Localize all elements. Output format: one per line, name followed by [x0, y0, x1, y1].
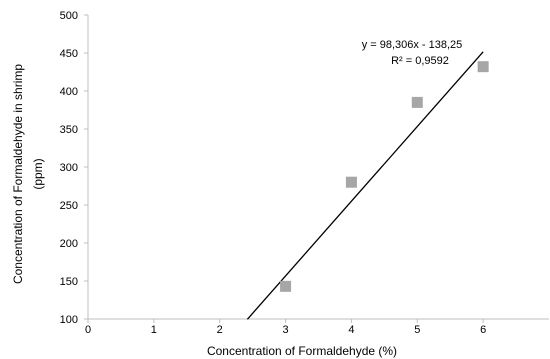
y-axis-title-line-2: (ppm): [31, 158, 45, 189]
y-tick-label: 200: [60, 238, 78, 250]
trendline-annotation: y = 98,306x - 138,25 R² = 0,9592: [362, 39, 463, 67]
y-axis-title-line-1: Concentration of Formaldehyde in shrimp: [11, 64, 25, 284]
y-tick-label: 100: [60, 314, 78, 326]
y-tick-label: 250: [60, 200, 78, 212]
x-tick-label: 6: [480, 324, 486, 336]
y-tick-label: 450: [60, 48, 78, 60]
x-tick-label: 5: [414, 324, 420, 336]
trendline-equation: y = 98,306x - 138,25: [362, 39, 463, 51]
x-tick-label: 3: [283, 324, 289, 336]
x-axis-title: Concentration of Formaldehyde (%): [207, 344, 397, 358]
data-point: [345, 176, 357, 188]
trendline-layer: [246, 51, 484, 320]
tick-labels: 100 150 200 250 300 350 400 450 500 0 1 2 3 4 5 6: [60, 10, 487, 336]
x-tick-label: 4: [348, 324, 354, 336]
x-tick-label: 0: [85, 324, 91, 336]
data-point: [280, 280, 292, 292]
x-tick-label: 1: [151, 324, 157, 336]
linear-trendline: [246, 51, 484, 320]
y-tick-label: 500: [60, 10, 78, 22]
axis-titles: Concentration of Formaldehyde (%) Concent…: [11, 64, 397, 358]
data-point: [477, 61, 489, 73]
y-tick-label: 150: [60, 276, 78, 288]
y-tick-label: 350: [60, 124, 78, 136]
data-point: [411, 96, 423, 108]
data-points: [280, 61, 489, 292]
y-tick-label: 300: [60, 162, 78, 174]
y-tick-label: 400: [60, 86, 78, 98]
x-tick-label: 2: [217, 324, 223, 336]
axes: [84, 14, 549, 323]
trendline-r-squared: R² = 0,9592: [391, 55, 449, 67]
